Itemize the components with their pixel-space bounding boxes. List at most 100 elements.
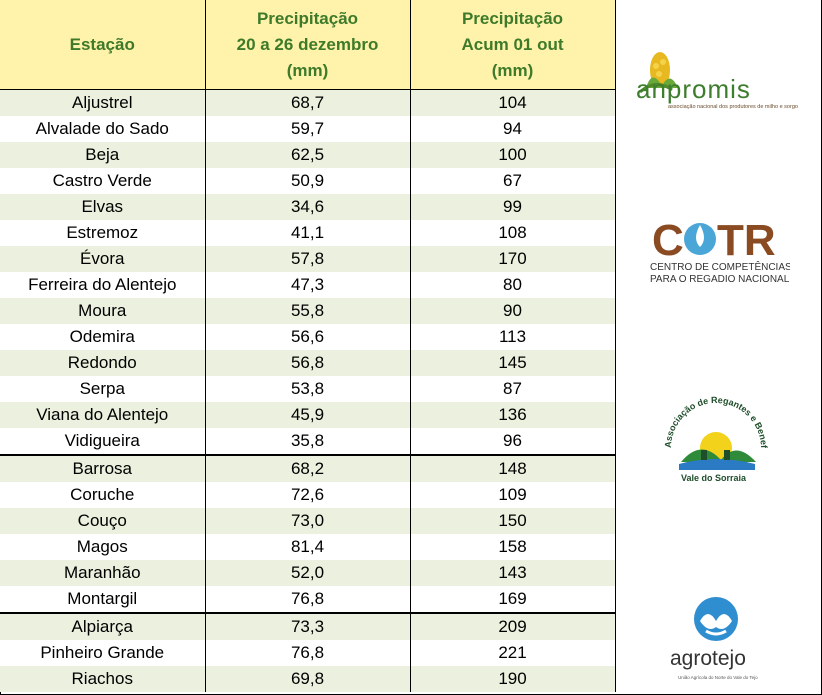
cotr-logo: C TR CENTRO DE COMPETÊNCIAS PARA O REGAD…: [650, 216, 790, 285]
station-cell: Serpa: [0, 376, 206, 402]
landscape-icon: [679, 432, 756, 470]
acum-precip-cell: 108: [410, 220, 616, 246]
table-row: Aljustrel 68,7 104: [0, 89, 616, 116]
agrotejo-logo: agrotejo União Agrícola do Norte do Vale…: [670, 597, 758, 680]
week-precip-cell: 55,8: [205, 298, 411, 324]
header-station: Estação: [0, 0, 206, 90]
week-precip-cell: 73,3: [205, 612, 411, 640]
station-cell: Ferreira do Alentejo: [0, 272, 206, 298]
station-cell: Redondo: [0, 350, 206, 376]
acum-precip-cell: 96: [410, 428, 616, 455]
week-precip-cell: 68,7: [205, 89, 411, 116]
acum-precip-cell: 209: [410, 612, 616, 640]
header-week-precip: Precipitação 20 a 26 dezembro (mm): [205, 0, 411, 90]
acum-precip-cell: 158: [410, 534, 616, 560]
sorraia-logo: Associação de Regantes e Beneficiários d…: [661, 390, 769, 483]
week-precip-cell: 47,3: [205, 272, 411, 298]
week-precip-cell: 57,8: [205, 246, 411, 272]
week-precip-cell: 59,7: [205, 116, 411, 142]
station-cell: Vidigueira: [0, 428, 206, 455]
acum-precip-cell: 148: [410, 454, 616, 482]
table-row: Castro Verde 50,9 67: [0, 168, 616, 194]
table-row: Beja 62,5 100: [0, 142, 616, 168]
acum-precip-cell: 169: [410, 586, 616, 613]
agrotejo-tagline: União Agrícola do Norte do Vale do Tejo: [678, 675, 758, 680]
table-row: Maranhão 52,0 143: [0, 560, 616, 586]
table-row: Viana do Alentejo 45,9 136: [0, 402, 616, 428]
corn-icon: [639, 52, 678, 94]
header-week-line1: Precipitação: [256, 8, 359, 28]
acum-precip-cell: 100: [410, 142, 616, 168]
week-precip-cell: 68,2: [205, 454, 411, 482]
acum-precip-cell: 80: [410, 272, 616, 298]
table-row: Redondo 56,8 145: [0, 350, 616, 376]
week-precip-cell: 35,8: [205, 428, 411, 455]
sorraia-bottom-text: Vale do Sorraia: [681, 473, 747, 483]
week-precip-cell: 50,9: [205, 168, 411, 194]
table-row: Odemira 56,6 113: [0, 324, 616, 350]
table-row: Riachos 69,8 190: [0, 666, 616, 692]
acum-precip-cell: 99: [410, 194, 616, 220]
logos-panel: anpromis associação nacional dos produto…: [616, 0, 821, 694]
station-cell: Elvas: [0, 194, 206, 220]
header-acum-line1: Precipitação: [461, 8, 564, 28]
anpromis-tagline: associação nacional dos produtores de mi…: [668, 104, 798, 110]
cotr-letters-tr: TR: [717, 216, 776, 265]
week-precip-cell: 72,6: [205, 482, 411, 508]
week-precip-cell: 45,9: [205, 402, 411, 428]
station-cell: Pinheiro Grande: [0, 640, 206, 666]
table-row: Pinheiro Grande 76,8 221: [0, 640, 616, 666]
acum-precip-cell: 221: [410, 640, 616, 666]
table-row: Vidigueira 35,8 96: [0, 428, 616, 455]
week-precip-cell: 69,8: [205, 666, 411, 692]
station-cell: Barrosa: [0, 454, 206, 482]
week-precip-cell: 56,6: [205, 324, 411, 350]
table-row: Barrosa 68,2 148: [0, 454, 616, 482]
station-cell: Alpiarça: [0, 612, 206, 640]
week-precip-cell: 76,8: [205, 586, 411, 613]
acum-precip-cell: 87: [410, 376, 616, 402]
station-cell: Estremoz: [0, 220, 206, 246]
week-precip-cell: 62,5: [205, 142, 411, 168]
station-cell: Aljustrel: [0, 89, 206, 116]
week-precip-cell: 81,4: [205, 534, 411, 560]
anpromis-logo: anpromis associação nacional dos produto…: [636, 52, 798, 110]
station-cell: Riachos: [0, 666, 206, 692]
table-row: Alvalade do Sado 59,7 94: [0, 116, 616, 142]
table-row: Couço 73,0 150: [0, 508, 616, 534]
acum-precip-cell: 150: [410, 508, 616, 534]
acum-precip-cell: 190: [410, 666, 616, 692]
table-row: Serpa 53,8 87: [0, 376, 616, 402]
station-cell: Viana do Alentejo: [0, 402, 206, 428]
week-precip-cell: 34,6: [205, 194, 411, 220]
acum-precip-cell: 145: [410, 350, 616, 376]
header-acum-line2: Acum 01 out: [461, 34, 564, 54]
table-row: Montargil 76,8 169: [0, 586, 616, 613]
station-cell: Couço: [0, 508, 206, 534]
table-row: Estremoz 41,1 108: [0, 220, 616, 246]
header-week-line2: 20 a 26 dezembro: [236, 34, 379, 54]
anpromis-name: anpromis: [636, 74, 751, 104]
acum-precip-cell: 136: [410, 402, 616, 428]
agrotejo-name: agrotejo: [670, 647, 746, 670]
table-row: Alpiarça 73,3 209: [0, 612, 616, 640]
station-cell: Évora: [0, 246, 206, 272]
station-cell: Coruche: [0, 482, 206, 508]
header-row: Estação Precipitação 20 a 26 dezembro (m…: [0, 0, 616, 90]
week-precip-cell: 53,8: [205, 376, 411, 402]
water-drop-icon: [684, 223, 716, 255]
header-acum-precip: Precipitação Acum 01 out (mm): [410, 0, 616, 90]
station-cell: Magos: [0, 534, 206, 560]
agrotejo-emblem-icon: [694, 597, 738, 641]
table-row: Évora 57,8 170: [0, 246, 616, 272]
acum-precip-cell: 109: [410, 482, 616, 508]
week-precip-cell: 52,0: [205, 560, 411, 586]
table-row: Elvas 34,6 99: [0, 194, 616, 220]
acum-precip-cell: 143: [410, 560, 616, 586]
station-cell: Montargil: [0, 586, 206, 613]
acum-precip-cell: 67: [410, 168, 616, 194]
acum-precip-cell: 113: [410, 324, 616, 350]
station-cell: Beja: [0, 142, 206, 168]
acum-precip-cell: 90: [410, 298, 616, 324]
station-cell: Odemira: [0, 324, 206, 350]
